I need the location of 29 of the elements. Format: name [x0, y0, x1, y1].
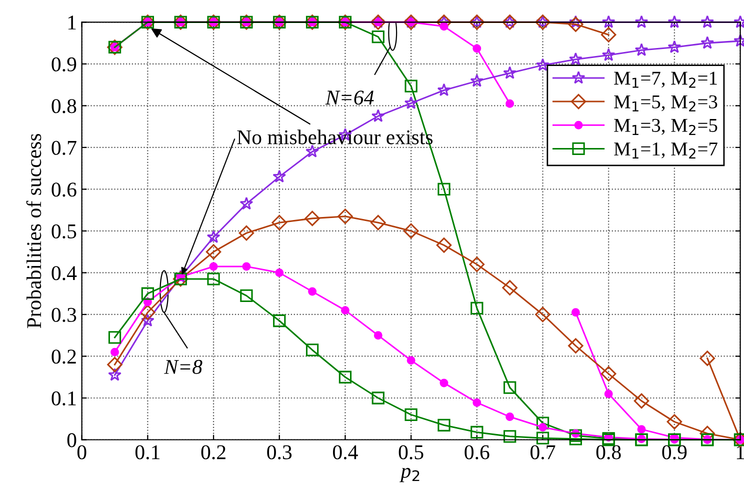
y-tick-label: 0.8 — [52, 99, 76, 114]
x-tick-label: 0.2 — [201, 445, 226, 460]
x-tick-label: 0.7 — [530, 445, 556, 460]
x-tick-label: 0.4 — [332, 445, 358, 460]
legend-label: M$_{1}$=1, M$_{2}$=7 — [614, 142, 718, 159]
y-tick-label: 0.7 — [52, 140, 76, 155]
x-tick-label: 0.1 — [135, 445, 160, 460]
y-tick-label: 1 — [68, 16, 76, 30]
x-tick-label: 0.5 — [398, 445, 424, 460]
legend-label: M$_{1}$=5, M$_{2}$=3 — [614, 95, 718, 112]
legend-label: M$_{1}$=3, M$_{2}$=5 — [614, 118, 718, 135]
x-tick-label: 0.9 — [662, 445, 687, 460]
x-axis-title: p$_{2}$ — [400, 468, 420, 482]
y-tick-label: 0.3 — [52, 308, 76, 322]
y-axis-title: Probabilities of success — [26, 134, 42, 328]
y-tick-label: 0.5 — [52, 224, 76, 238]
y-tick-label: 0.1 — [52, 391, 76, 406]
y-tick-label: 0.4 — [52, 266, 77, 280]
y-tick-label: 0 — [67, 433, 76, 448]
annotation: N=8 — [164, 360, 202, 374]
y-tick-label: 0.9 — [52, 57, 76, 72]
x-tick-label: 0.8 — [596, 445, 621, 460]
x-tick-label: 0.6 — [464, 445, 490, 460]
legend-label: M$_{1}$=7, M$_{2}$=1 — [614, 72, 717, 88]
y-tick-label: 0.6 — [52, 182, 76, 197]
annotation: N=64 — [325, 90, 374, 105]
y-tick-label: 0.2 — [52, 350, 76, 364]
x-tick-label: 0 — [77, 445, 86, 460]
x-tick-label: 0.3 — [267, 445, 292, 460]
